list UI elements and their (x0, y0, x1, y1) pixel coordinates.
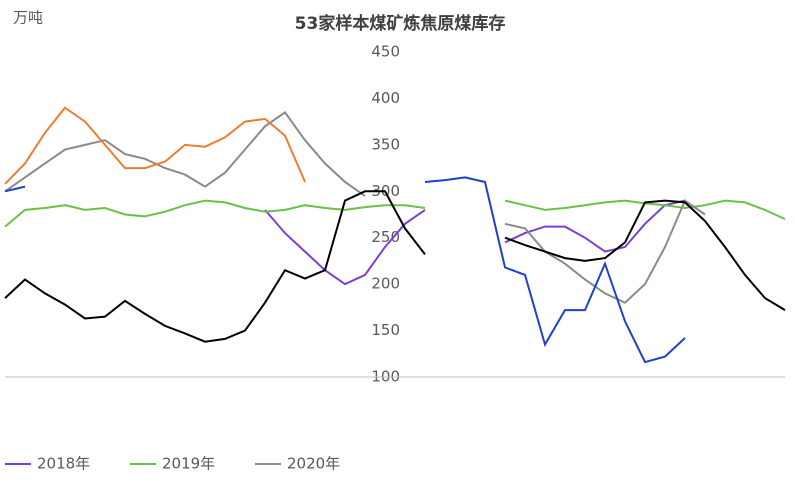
y-tick-label: 200 (371, 275, 400, 293)
y-tick-label: 400 (371, 89, 400, 107)
y-tick-label: 450 (371, 43, 400, 61)
y-tick-label: 250 (371, 228, 400, 246)
series-line (264, 199, 686, 286)
chart-title: 53家样本煤矿炼焦原煤库存 (295, 13, 506, 34)
legend-label: 2020年 (287, 455, 340, 473)
legend-label: 2019年 (162, 455, 215, 473)
series-line (4, 190, 786, 343)
y-tick-label: 350 (371, 135, 400, 153)
y-tick-label: 150 (371, 321, 400, 339)
series-line (4, 106, 306, 185)
y-axis-label: 万吨 (13, 9, 43, 27)
series-line (4, 111, 706, 304)
series-line (4, 176, 686, 364)
legend-label: 2018年 (37, 455, 90, 473)
